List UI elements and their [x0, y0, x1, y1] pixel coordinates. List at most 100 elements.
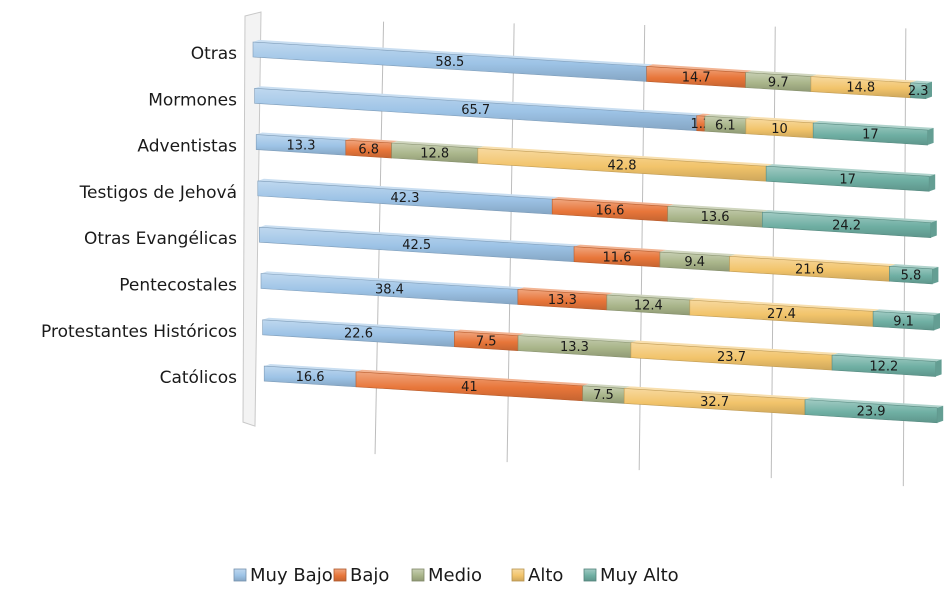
data-label: 13.6 — [701, 210, 730, 225]
bar-segment-catolicos-muy-bajo: 16.6 — [263, 364, 362, 388]
bar-segment-adventistas-bajo: 6.8 — [345, 138, 398, 159]
data-label: 6.8 — [358, 143, 379, 158]
legend-item-muy-alto: Muy Alto — [583, 565, 679, 586]
data-label: 12.8 — [420, 147, 449, 162]
bar-segment-testigos-de-jehova-bajo: 16.6 — [551, 197, 674, 222]
category-label-otras: Otras — [191, 44, 237, 64]
data-label: 11.6 — [603, 250, 632, 265]
legend-swatch — [411, 568, 425, 582]
data-label: 14.8 — [846, 81, 875, 96]
bar-segment-protestantes-historicos-muy-alto: 12.2 — [831, 353, 942, 377]
bar-segment-pentecostales-bajo: 13.3 — [517, 287, 613, 311]
legend-label: Medio — [428, 565, 482, 586]
data-label: 5.8 — [901, 269, 922, 284]
data-label: 41 — [461, 380, 478, 395]
legend-label: Alto — [528, 565, 563, 586]
data-label: 7.5 — [476, 335, 497, 350]
data-label: 24.2 — [832, 218, 861, 233]
bar-segment-testigos-de-jehova-medio: 13.6 — [667, 204, 769, 228]
bar-segment-catolicos-bajo: 41 — [355, 369, 589, 402]
bar-segment-pentecostales-alto: 27.4 — [689, 297, 880, 327]
legend-label: Muy Bajo — [250, 565, 333, 586]
legend-item-bajo: Bajo — [333, 565, 389, 586]
legend-swatch — [233, 568, 247, 582]
legend-item-muy-bajo: Muy Bajo — [233, 565, 333, 586]
data-label: 42.8 — [608, 158, 637, 173]
bar-row-mormones: 65.71.2 6.1 10 17 — [254, 86, 934, 146]
data-label: 17 — [862, 127, 879, 142]
bar-segment-otras-evangelicas-bajo: 11.6 — [573, 244, 666, 268]
bar-segment-catolicos-medio: 7.5 — [582, 383, 631, 404]
legend-swatch — [583, 568, 597, 582]
bar-segment-adventistas-alto: 42.8 — [477, 146, 773, 182]
data-label: 32.7 — [700, 395, 729, 410]
bar-segment-pentecostales-muy-alto: 9.1 — [872, 309, 940, 331]
bar-row-pentecostales: 38.4 13.3 12.4 27.4 9.1 — [260, 271, 940, 331]
category-label-adventistas: Adventistas — [137, 137, 237, 157]
bar-row-catolicos: 16.6 41 7.5 32.7 23.9 — [263, 364, 944, 424]
bar-segment-protestantes-historicos-alto: 23.7 — [630, 340, 839, 371]
data-label: 9.7 — [768, 76, 789, 91]
bar-segment-otras-muy-alto: 2.3 — [908, 80, 932, 99]
bar-row-otras-evangelicas: 42.5 11.6 9.4 21.6 5.8 — [259, 225, 939, 285]
data-label: 16.6 — [296, 370, 325, 385]
legend: Muy Bajo Bajo Medio Alto Muy Alto — [233, 565, 679, 586]
category-label-otras-evangelicas: Otras Evangélicas — [84, 229, 237, 249]
bar-row-testigos-de-jehova: 42.3 16.6 13.6 24.2 — [257, 178, 937, 238]
category-label-pentecostales: Pentecostales — [119, 276, 237, 296]
bar-segment-otras-muy-bajo: 58.5 — [252, 39, 653, 82]
data-label: 16.6 — [595, 204, 624, 219]
data-label: 13.3 — [548, 293, 577, 308]
data-label: 13.3 — [560, 340, 589, 355]
bar-segment-otras-medio: 9.7 — [745, 70, 817, 92]
bar-row-otras: 58.5 14.7 9.7 14.8 2.3 — [252, 39, 932, 99]
bar-row-protestantes-historicos: 22.6 7.5 13.3 23.7 12.2 — [262, 317, 942, 377]
bar-segment-testigos-de-jehova-muy-bajo: 42.3 — [257, 178, 559, 215]
bar-segment-adventistas-muy-alto: 17 — [765, 164, 936, 192]
data-label: 6.1 — [715, 118, 736, 133]
bar-segment-otras-evangelicas-muy-alto: 5.8 — [889, 264, 939, 285]
data-label: 9.1 — [893, 314, 914, 329]
bar-segment-pentecostales-muy-bajo: 38.4 — [260, 271, 524, 305]
bar-segment-adventistas-muy-bajo: 13.3 — [255, 132, 352, 156]
data-label: 2.3 — [908, 84, 929, 99]
bar-segment-mormones-muy-bajo: 65.7 — [254, 86, 703, 132]
data-label: 12.4 — [634, 299, 663, 314]
bar-segment-mormones-alto: 10 — [745, 116, 820, 139]
bar-segment-protestantes-historicos-medio: 13.3 — [517, 333, 637, 358]
bar-segment-adventistas-medio: 12.8 — [391, 140, 484, 164]
bar-segment-otras-evangelicas-alto: 21.6 — [729, 254, 896, 282]
bar-row-adventistas: 13.3 6.8 12.8 42.8 17 — [255, 132, 936, 192]
category-label-catolicos: Católicos — [160, 368, 238, 388]
bar-segment-mormones-muy-alto: 17 — [812, 120, 934, 146]
legend-swatch — [333, 568, 347, 582]
data-label: 14.7 — [682, 70, 711, 85]
data-label: 42.3 — [391, 191, 420, 206]
bar-segment-protestantes-historicos-bajo: 7.5 — [454, 329, 525, 351]
bar-segment-mormones-medio: 6.1 — [704, 114, 752, 135]
category-label-mormones: Mormones — [148, 90, 237, 110]
data-label: 65.7 — [461, 103, 490, 118]
legend-label: Bajo — [350, 565, 389, 586]
category-label-protestantes-historicos: Protestantes Históricos — [41, 322, 237, 342]
data-label: 58.5 — [435, 55, 464, 70]
bar-segment-otras-bajo: 14.7 — [646, 64, 752, 88]
data-label: 23.9 — [857, 405, 886, 420]
bar-segment-otras-alto: 14.8 — [810, 74, 917, 99]
data-label: 7.5 — [593, 388, 614, 403]
data-label: 42.5 — [402, 238, 431, 253]
data-label: 9.4 — [684, 255, 705, 270]
data-label: 12.2 — [869, 359, 898, 374]
data-label: 13.3 — [287, 138, 316, 153]
data-label: 38.4 — [375, 282, 404, 297]
data-label: 17 — [839, 172, 856, 187]
bar-segment-protestantes-historicos-muy-bajo: 22.6 — [262, 317, 461, 348]
category-labels: Otras Mormones Adventistas Testigos de Jeho… — [41, 44, 237, 388]
bar-segment-otras-evangelicas-medio: 9.4 — [659, 249, 736, 272]
legend-item-medio: Medio — [411, 565, 482, 586]
data-label: 27.4 — [767, 307, 796, 322]
bar-segment-pentecostales-medio: 12.4 — [606, 292, 696, 316]
bar-segment-otras-evangelicas-muy-bajo: 42.5 — [259, 225, 581, 263]
